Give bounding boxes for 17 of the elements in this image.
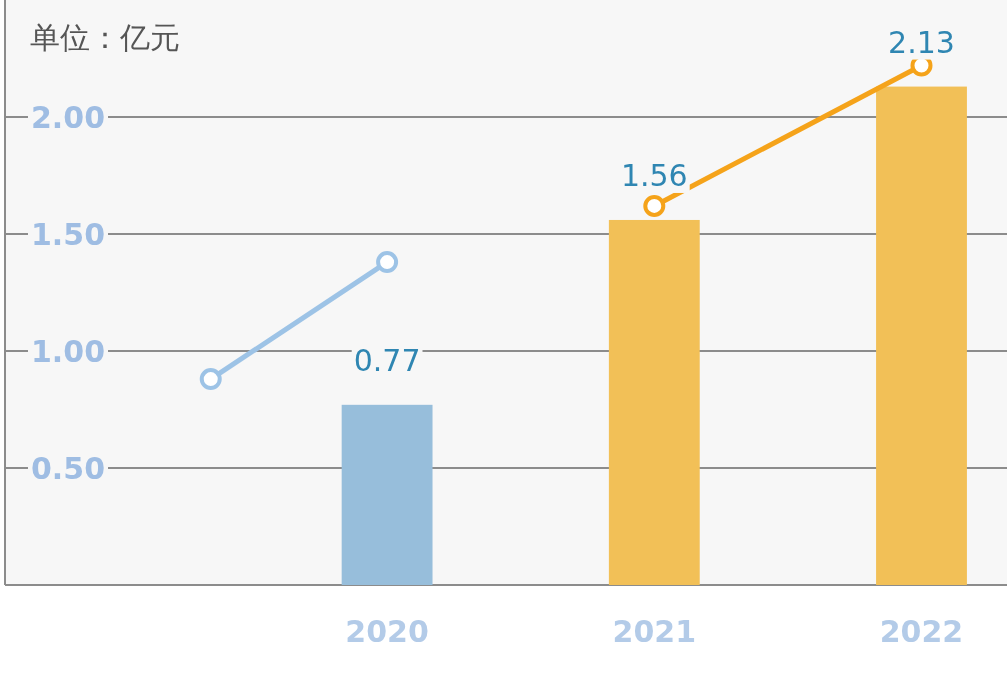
- point: [376, 251, 399, 274]
- x-tick-label: 2021: [612, 614, 697, 649]
- x-tick-label: 2022: [879, 614, 964, 649]
- y-tick-label: 1.00: [30, 334, 106, 369]
- y-axis-title: 单位：亿元: [30, 20, 180, 55]
- point: [643, 194, 666, 217]
- y-tick-label: 1.50: [30, 217, 106, 252]
- point: [199, 368, 222, 391]
- data-label: 1.56: [620, 157, 688, 193]
- data-label: 2.13: [888, 24, 955, 60]
- y-tick-label: 0.50: [30, 451, 106, 486]
- data-label: 0.77: [353, 342, 421, 378]
- bar: [341, 404, 433, 585]
- bar: [608, 219, 700, 585]
- x-tick-label: 2020: [345, 614, 429, 649]
- bar: [876, 86, 967, 585]
- y-tick-label: 2.00: [30, 100, 106, 135]
